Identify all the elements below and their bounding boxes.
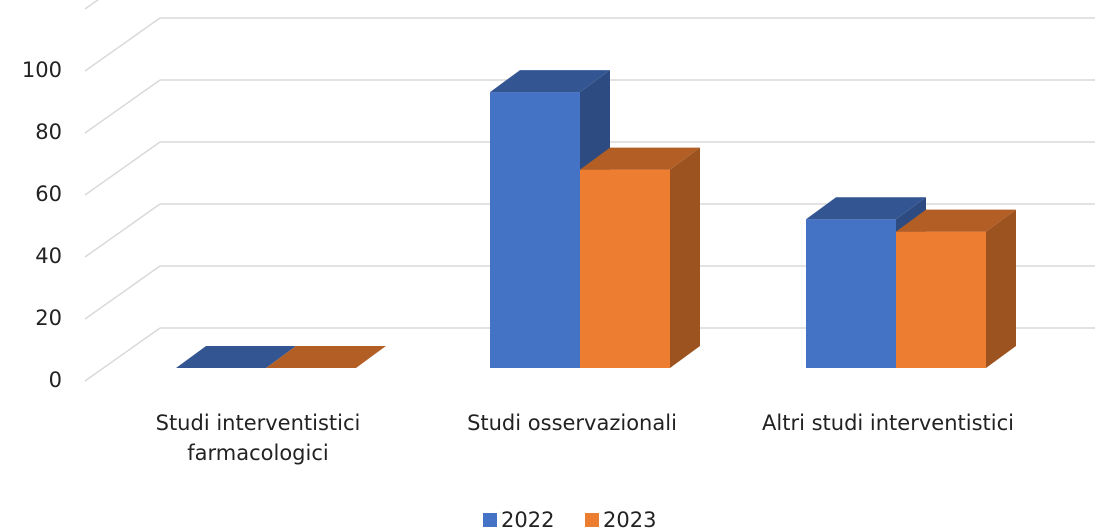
bar-top (806, 197, 926, 220)
wall-edge (84, 0, 100, 10)
grid-line (84, 203, 161, 258)
legend-label: 2022 (501, 508, 554, 530)
y-tick-label: 20 (35, 306, 62, 330)
bar-side (986, 209, 1016, 368)
y-tick-label: 0 (49, 368, 62, 392)
grid-line (84, 79, 161, 134)
bar (580, 147, 700, 368)
bar-top (580, 147, 700, 170)
bar-top (490, 70, 610, 93)
x-tick-label: Studi interventistici farmacologici (155, 411, 361, 465)
bar-front (896, 231, 986, 368)
grid-line (84, 17, 161, 72)
x-tick-label: Studi osservazionali (467, 411, 677, 435)
bar-top (266, 346, 386, 368)
bar-front (490, 92, 580, 368)
y-tick-label: 40 (35, 244, 62, 268)
bar (896, 209, 1016, 368)
bar-front (806, 219, 896, 368)
y-tick-label: 60 (35, 182, 62, 206)
legend-swatch (483, 513, 497, 527)
bar-side (670, 147, 700, 368)
bar (176, 346, 296, 368)
x-tick-label: Altri studi interventistici (762, 411, 1014, 435)
bar-top (176, 346, 296, 368)
bar-front (580, 169, 670, 368)
y-tick-label: 80 (35, 120, 62, 144)
bar-top (896, 209, 1016, 232)
grid-line (84, 265, 161, 320)
grid-line (84, 327, 161, 382)
grid-line (84, 141, 161, 196)
bar (266, 346, 386, 368)
y-tick-label: 100 (22, 58, 62, 82)
legend-swatch (585, 513, 599, 527)
legend-label: 2023 (603, 508, 656, 530)
